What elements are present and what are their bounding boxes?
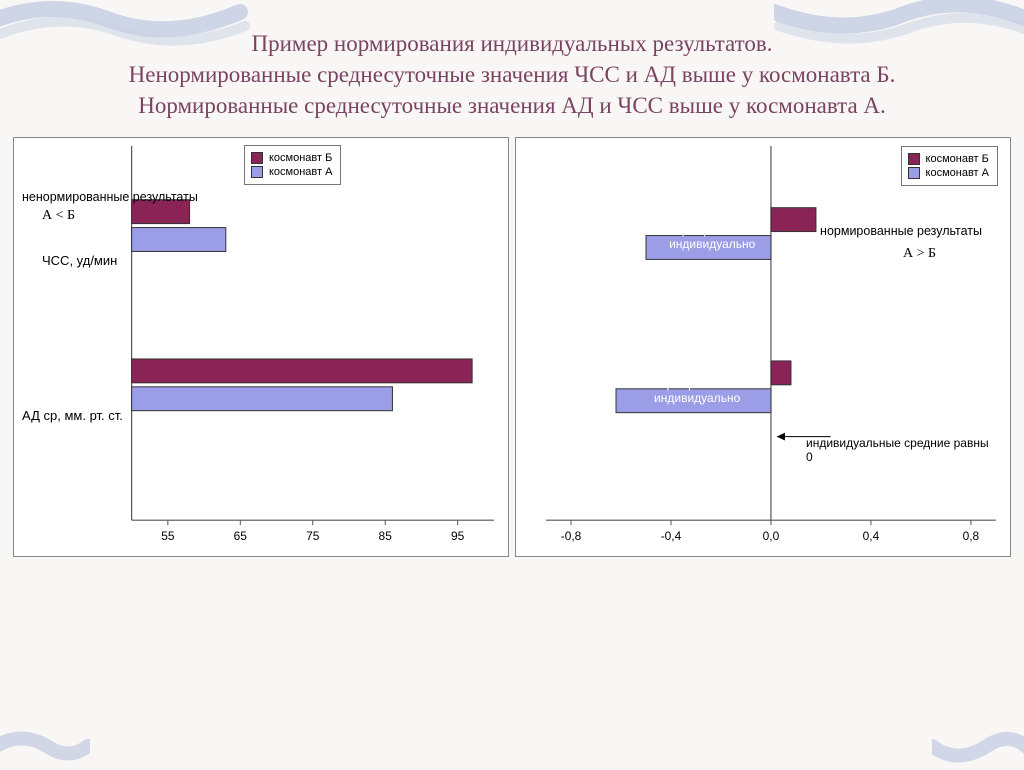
svg-text:85: 85 <box>379 529 393 543</box>
left-cat-1: АД ср, мм. рт. ст. <box>22 408 123 423</box>
svg-text:65: 65 <box>234 529 248 543</box>
svg-text:0,0: 0,0 <box>763 529 780 543</box>
chart-right-plot: -0,8 -0,4 0,0 0,4 0,8 <box>516 138 1010 556</box>
left-cat-0: ЧСС, уд/мин <box>42 253 117 268</box>
right-result-label: нормированные результаты <box>820 224 982 238</box>
svg-text:0,8: 0,8 <box>963 529 980 543</box>
title-line-2: Ненормированные среднесуточные значения … <box>80 59 944 90</box>
chart-right-normalized: -0,8 -0,4 0,0 0,4 0,8 космонавт Бкосмонавт А… <box>515 137 1011 557</box>
decor-top-left <box>0 0 250 52</box>
chart-left-unnormalized: 55 65 75 85 95 космонавт Бкосмонавт А ненорм… <box>13 137 509 557</box>
title-line-3: Нормированные среднесуточные значения АД… <box>80 90 944 121</box>
legend-left: космонавт Бкосмонавт А <box>244 145 341 185</box>
svg-text:-0,4: -0,4 <box>661 529 682 543</box>
decor-bottom-left <box>0 720 90 770</box>
right-zero-note: индивидуальные средние равны 0 <box>806 436 996 464</box>
right-comparison: А > Б <box>903 246 936 262</box>
svg-text:95: 95 <box>451 529 465 543</box>
decor-bottom-right <box>932 720 1024 770</box>
decor-top-right <box>774 0 1024 50</box>
left-comparison: А < Б <box>42 208 75 224</box>
svg-text:0,4: 0,4 <box>863 529 880 543</box>
left-result-label: ненормированные результаты <box>22 190 198 204</box>
svg-text:-0,8: -0,8 <box>561 529 582 543</box>
svg-text:75: 75 <box>306 529 320 543</box>
legend-right: космонавт Бкосмонавт А <box>901 146 998 186</box>
svg-text:55: 55 <box>161 529 175 543</box>
